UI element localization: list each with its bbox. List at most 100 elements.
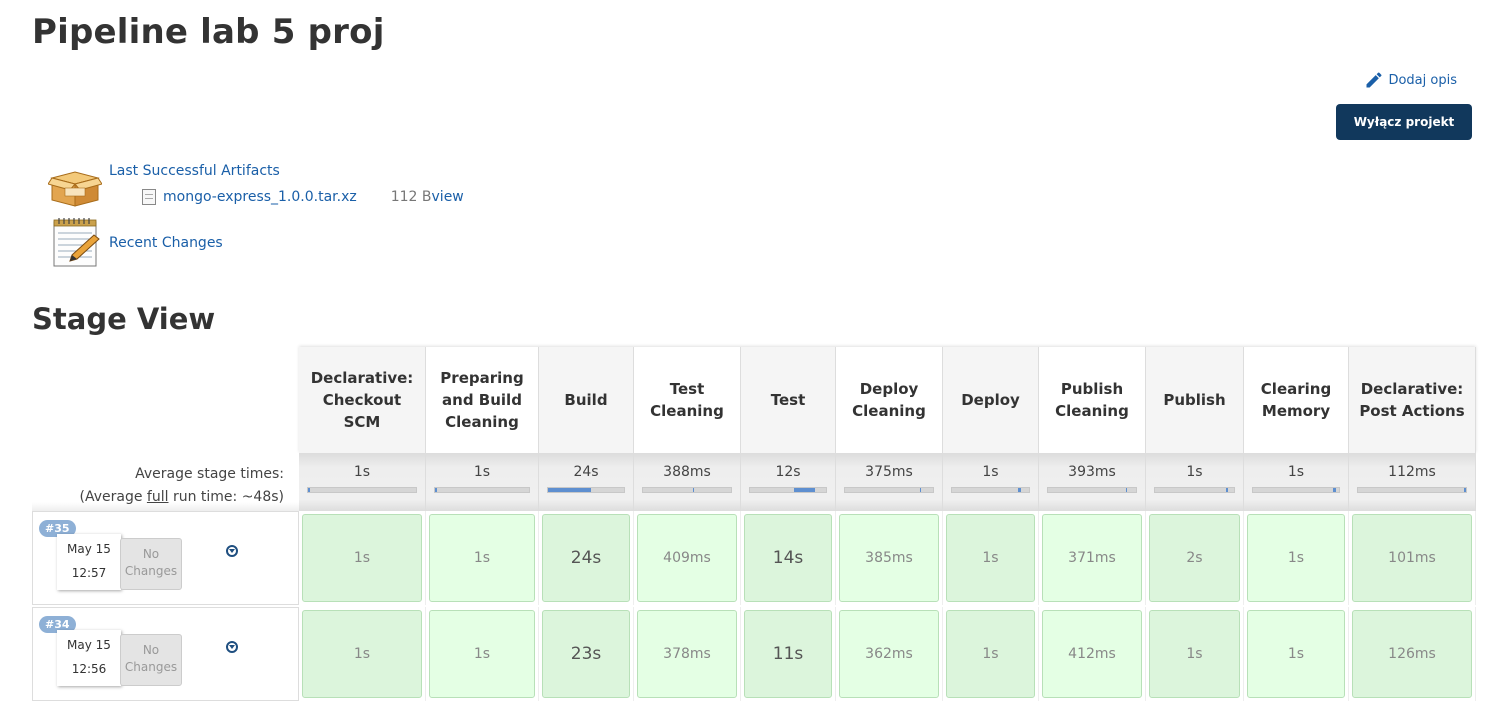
stage-header: Build bbox=[539, 347, 634, 453]
add-description-link[interactable]: Dodaj opis bbox=[1364, 70, 1457, 90]
artifact-file-link[interactable]: mongo-express_1.0.0.tar.xz bbox=[163, 189, 357, 205]
stage-average-time: 12s bbox=[775, 464, 801, 480]
stage-run-time: 1s bbox=[946, 610, 1035, 698]
artifact-view-link[interactable]: view bbox=[431, 189, 464, 205]
stage-run-cell[interactable]: 11s bbox=[741, 607, 836, 701]
stage-average-cell: 24s bbox=[539, 453, 634, 511]
stage-average-cell: 12s bbox=[741, 453, 836, 511]
stage-progress-bar bbox=[1154, 487, 1235, 493]
stage-header: Declarative: Post Actions bbox=[1349, 347, 1476, 453]
stage-run-cell[interactable]: 412ms bbox=[1039, 607, 1146, 701]
stage-header: Deploy bbox=[943, 347, 1039, 453]
stage-progress-bar bbox=[844, 487, 934, 493]
build-number-badge[interactable]: #34 bbox=[39, 616, 76, 633]
stage-progress-bar bbox=[1357, 487, 1467, 493]
stage-run-cell[interactable]: 1s bbox=[426, 607, 539, 701]
stage-run-cell[interactable]: 14s bbox=[741, 511, 836, 605]
run-summary: #35 May 15 12:57 No Changes bbox=[32, 511, 299, 605]
stage-run-time: 1s bbox=[302, 610, 422, 698]
stage-header: Publish bbox=[1146, 347, 1244, 453]
run-date: May 15 12:57 bbox=[57, 534, 121, 590]
stage-run-cell[interactable]: 378ms bbox=[634, 607, 741, 701]
stage-average-time: 1s bbox=[473, 464, 491, 480]
stage-run-cell[interactable]: 1s bbox=[299, 607, 426, 701]
run-stage-row: 1s 1s 23s 378ms 11s 362ms 1s 412ms 1s 1s 126ms bbox=[299, 607, 1476, 701]
stage-run-cell[interactable]: 362ms bbox=[836, 607, 943, 701]
stage-header: Test bbox=[741, 347, 836, 453]
no-changes-box: No Changes bbox=[120, 538, 182, 590]
stage-progress-fill bbox=[1463, 488, 1466, 492]
run-summary: #34 May 15 12:56 No Changes bbox=[32, 607, 299, 701]
console-log-icon[interactable] bbox=[226, 545, 238, 557]
stage-progress-bar bbox=[1252, 487, 1340, 493]
stage-average-time: 388ms bbox=[663, 464, 711, 480]
stage-average-cell: 1s bbox=[426, 453, 539, 511]
stage-progress-bar bbox=[749, 487, 827, 493]
stage-run-cell[interactable]: 1s bbox=[426, 511, 539, 605]
stage-run-cell[interactable]: 23s bbox=[539, 607, 634, 701]
stage-run-time: 362ms bbox=[839, 610, 939, 698]
average-times-label: Average stage times: (Average full run t… bbox=[32, 453, 299, 511]
stage-run-cell[interactable]: 1s bbox=[943, 607, 1039, 701]
run-date-time: 12:56 bbox=[71, 662, 107, 676]
stage-progress-fill bbox=[1226, 488, 1229, 492]
stage-run-cell[interactable]: 1s bbox=[1244, 607, 1349, 701]
stage-run-cell[interactable]: 385ms bbox=[836, 511, 943, 605]
stage-run-cell[interactable]: 1s bbox=[299, 511, 426, 605]
stage-run-cell[interactable]: 371ms bbox=[1039, 511, 1146, 605]
notepad-icon bbox=[53, 218, 100, 267]
stage-progress-fill bbox=[1126, 488, 1128, 492]
artifact-size: 112 B bbox=[390, 189, 432, 205]
stage-average-time: 1s bbox=[982, 464, 999, 480]
no-changes-box: No Changes bbox=[120, 634, 182, 686]
stage-progress-fill bbox=[548, 488, 592, 492]
stage-run-cell[interactable]: 2s bbox=[1146, 511, 1244, 605]
stage-average-cell: 388ms bbox=[634, 453, 741, 511]
stage-run-cell[interactable]: 126ms bbox=[1349, 607, 1476, 701]
stage-average-cell: 1s bbox=[943, 453, 1039, 511]
stage-progress-bar bbox=[1047, 487, 1137, 493]
stage-run-time: 385ms bbox=[839, 514, 939, 602]
stage-average-cell: 375ms bbox=[836, 453, 943, 511]
last-successful-artifacts-link[interactable]: Last Successful Artifacts bbox=[109, 163, 280, 179]
stage-run-cell[interactable]: 409ms bbox=[634, 511, 741, 605]
stage-run-cell[interactable]: 1s bbox=[1244, 511, 1349, 605]
stage-run-cell[interactable]: 1s bbox=[1146, 607, 1244, 701]
stage-run-time: 101ms bbox=[1352, 514, 1472, 602]
average-full-run-label: (Average full run time: ~48s) bbox=[32, 486, 285, 509]
average-full-run-word: full bbox=[146, 489, 169, 505]
stage-run-time: 409ms bbox=[637, 514, 737, 602]
stage-average-cell: 1s bbox=[299, 453, 426, 511]
run-date-day: May 15 bbox=[67, 638, 111, 652]
stage-progress-fill bbox=[794, 488, 815, 492]
stage-progress-bar bbox=[307, 487, 417, 493]
stage-average-time: 1s bbox=[1186, 464, 1203, 480]
stage-run-time: 126ms bbox=[1352, 610, 1472, 698]
build-number-badge[interactable]: #35 bbox=[39, 520, 76, 537]
recent-changes-link[interactable]: Recent Changes bbox=[109, 235, 223, 251]
stage-average-time: 112ms bbox=[1388, 464, 1436, 480]
stage-run-time: 1s bbox=[1149, 610, 1240, 698]
stage-header: Test Cleaning bbox=[634, 347, 741, 453]
stage-average-cell: 1s bbox=[1146, 453, 1244, 511]
stage-average-time: 375ms bbox=[865, 464, 913, 480]
stage-run-cell[interactable]: 101ms bbox=[1349, 511, 1476, 605]
average-stage-times-label: Average stage times: bbox=[135, 466, 284, 482]
stage-run-cell[interactable]: 1s bbox=[943, 511, 1039, 605]
stage-run-time: 23s bbox=[542, 610, 630, 698]
stage-progress-fill bbox=[919, 488, 921, 492]
run-date-time: 12:57 bbox=[71, 566, 107, 580]
stage-progress-fill bbox=[308, 488, 311, 492]
average-full-run-prefix: (Average bbox=[79, 489, 147, 505]
stage-run-cell[interactable]: 24s bbox=[539, 511, 634, 605]
stage-run-time: 24s bbox=[542, 514, 630, 602]
console-log-icon[interactable] bbox=[226, 641, 238, 653]
run-date: May 15 12:56 bbox=[57, 630, 121, 686]
average-full-run-suffix: run time: ~48s) bbox=[168, 489, 284, 505]
stage-average-time: 393ms bbox=[1068, 464, 1116, 480]
stage-view-title: Stage View bbox=[32, 302, 216, 336]
stage-progress-bar bbox=[642, 487, 732, 493]
disable-project-button[interactable]: Wyłącz projekt bbox=[1336, 104, 1472, 140]
stage-header: Clearing Memory bbox=[1244, 347, 1349, 453]
stage-progress-fill bbox=[1332, 488, 1336, 492]
